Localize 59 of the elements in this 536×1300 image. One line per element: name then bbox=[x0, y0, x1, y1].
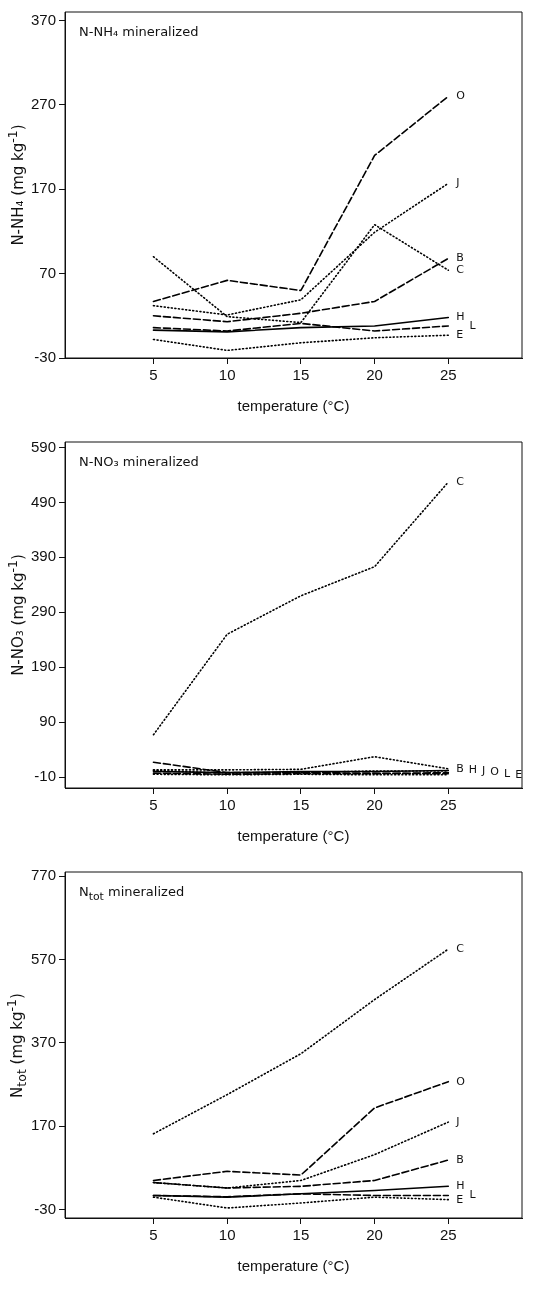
x-tick-label: 25 bbox=[439, 796, 457, 814]
y-tick-label: 170 bbox=[31, 179, 57, 197]
series-label: O bbox=[456, 89, 466, 103]
y-tick-label: 490 bbox=[31, 492, 57, 510]
text: N-NO₃ mineralized bbox=[79, 454, 199, 469]
series-label: J bbox=[455, 1114, 460, 1128]
y-tick-label: -30 bbox=[34, 1199, 57, 1217]
text: O bbox=[490, 765, 500, 779]
text: J bbox=[481, 763, 486, 777]
series-label: B bbox=[456, 761, 464, 775]
x-tick-label: 15 bbox=[292, 1226, 310, 1244]
x-tick-label: 15 bbox=[292, 366, 310, 384]
x-tick-label: 5 bbox=[149, 366, 158, 384]
x-tick-label: 5 bbox=[149, 796, 158, 814]
series-label: H bbox=[456, 310, 465, 324]
x-tick-label: 20 bbox=[366, 1226, 383, 1244]
x-tick-label: 25 bbox=[439, 366, 457, 384]
series-label: C bbox=[456, 263, 465, 277]
series-label: H bbox=[456, 1179, 465, 1193]
text: L bbox=[504, 766, 512, 780]
series-label: L bbox=[469, 318, 477, 332]
text: N-NH₄ mineralized bbox=[79, 24, 199, 39]
series-label: B bbox=[456, 1152, 464, 1166]
x-axis-title: temperature (°C) bbox=[237, 827, 350, 845]
y-tick-label: 770 bbox=[31, 866, 57, 884]
series-label: C bbox=[456, 941, 465, 955]
x-tick-label: 20 bbox=[366, 796, 383, 814]
x-axis-title: temperature (°C) bbox=[237, 397, 350, 415]
x-axis-title: temperature (°C) bbox=[237, 1257, 350, 1275]
series-label: J bbox=[455, 176, 460, 190]
y-tick-label: 70 bbox=[39, 263, 57, 281]
y-tick-label: 570 bbox=[31, 949, 57, 967]
y-tick-label: -30 bbox=[34, 348, 57, 366]
series-label: O bbox=[456, 1074, 466, 1088]
x-tick-label: 10 bbox=[218, 366, 236, 384]
x-tick-label: 25 bbox=[439, 1226, 457, 1244]
text: E bbox=[515, 767, 523, 781]
series-label: B bbox=[456, 251, 464, 265]
series-label: L bbox=[469, 1188, 477, 1202]
y-tick-label: 370 bbox=[31, 10, 57, 28]
series-label: E bbox=[456, 328, 464, 342]
text: N$_{tot}$ mineralized bbox=[79, 884, 185, 903]
y-tick-label: 170 bbox=[31, 1116, 57, 1134]
y-tick-label: 370 bbox=[31, 1033, 57, 1051]
series-label: E bbox=[456, 1192, 464, 1206]
y-tick-label: 190 bbox=[31, 657, 57, 675]
x-tick-label: 20 bbox=[366, 366, 383, 384]
series-label: H bbox=[468, 763, 478, 777]
series-label: C bbox=[456, 474, 465, 488]
x-tick-label: 5 bbox=[149, 1226, 158, 1244]
x-tick-label: 10 bbox=[218, 1226, 236, 1244]
x-tick-label: 15 bbox=[292, 796, 310, 814]
y-tick-label: 390 bbox=[31, 547, 57, 565]
x-tick-label: 10 bbox=[218, 796, 236, 814]
y-tick-label: -10 bbox=[34, 767, 57, 785]
y-tick-label: 290 bbox=[31, 602, 57, 620]
y-tick-label: 270 bbox=[31, 94, 57, 112]
y-tick-label: 90 bbox=[39, 712, 57, 730]
y-tick-label: 590 bbox=[31, 437, 57, 455]
